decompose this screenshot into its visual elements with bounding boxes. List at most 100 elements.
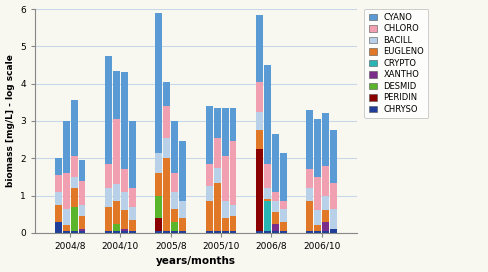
Bar [279,201,286,209]
Bar [205,164,212,186]
Bar [229,141,236,205]
Bar [62,121,69,173]
Bar [322,231,328,233]
Bar [79,216,85,229]
Bar [129,231,136,233]
Bar [129,220,136,231]
Bar [213,231,220,233]
Bar [271,134,278,192]
Bar [129,121,136,188]
Bar [213,138,220,168]
Bar [70,100,78,156]
Bar [221,218,228,231]
Bar [121,229,127,231]
Bar [121,169,127,192]
Bar [105,56,112,164]
Bar [306,188,313,201]
Bar [113,71,120,119]
Bar [221,108,228,156]
Bar [129,188,136,207]
Bar [55,175,61,192]
Bar [306,169,313,188]
Bar [306,201,313,231]
Bar [70,156,78,177]
Bar [163,82,170,106]
Bar [179,231,186,233]
Bar [329,183,336,209]
Bar [171,192,178,209]
Bar [264,201,270,231]
Bar [105,188,112,207]
Bar [113,119,120,184]
Bar [229,205,236,216]
Bar [314,231,321,233]
Bar [306,231,313,233]
Bar [279,222,286,231]
Bar [121,192,127,211]
Bar [105,207,112,231]
Bar [329,209,336,229]
Bar [105,164,112,188]
Bar [79,181,85,205]
Bar [205,106,212,164]
Bar [205,231,212,233]
Bar [322,166,328,196]
Bar [171,231,178,233]
Bar [256,231,263,233]
Bar [62,225,69,231]
Bar [322,196,328,211]
Bar [264,188,270,199]
Bar [79,229,85,231]
Bar [264,231,270,233]
Bar [256,149,263,231]
X-axis label: years/months: years/months [156,256,235,267]
Bar [205,186,212,201]
Bar [205,201,212,231]
Y-axis label: biomass [mg/L] - log scale: biomass [mg/L] - log scale [5,54,15,187]
Bar [179,201,186,218]
Bar [163,106,170,138]
Bar [314,119,321,177]
Bar [221,201,228,218]
Bar [271,212,278,224]
Bar [306,110,313,169]
Bar [256,15,263,82]
Bar [279,231,286,233]
Bar [179,141,186,201]
Bar [279,209,286,222]
Bar [62,231,69,233]
Bar [229,231,236,233]
Bar [155,231,162,233]
Bar [271,201,278,212]
Bar [105,231,112,233]
Bar [229,216,236,231]
Bar [155,218,162,231]
Bar [171,222,178,231]
Bar [70,177,78,188]
Bar [62,209,69,225]
Bar [113,201,120,224]
Bar [70,231,78,233]
Bar [322,211,328,222]
Bar [121,72,127,169]
Bar [314,225,321,231]
Bar [264,164,270,188]
Bar [213,183,220,231]
Bar [314,177,321,211]
Bar [221,156,228,201]
Bar [179,218,186,231]
Bar [256,82,263,112]
Legend: CYANO, CHLORO, BACILL, EUGLENO, CRYPTO, XANTHO, DESMID, PERIDIN, CHRYSO: CYANO, CHLORO, BACILL, EUGLENO, CRYPTO, … [364,9,427,118]
Bar [79,205,85,216]
Bar [113,224,120,231]
Bar [62,173,69,209]
Bar [171,121,178,173]
Bar [113,231,120,233]
Bar [155,13,162,153]
Bar [121,231,127,233]
Bar [213,108,220,138]
Bar [155,196,162,218]
Bar [213,168,220,183]
Bar [129,207,136,220]
Bar [322,113,328,166]
